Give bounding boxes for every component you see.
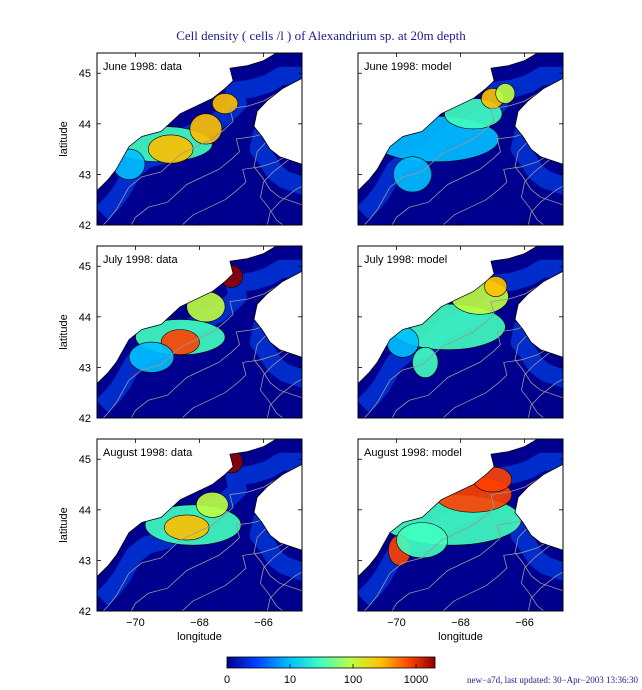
depth-contour: [442, 153, 563, 225]
map-panel: July 1998: model: [357, 245, 564, 419]
panel-label: July 1998: data: [103, 254, 178, 266]
depth-contour: [102, 286, 302, 418]
bloom-region: [164, 514, 210, 541]
bloom-region: [189, 113, 223, 145]
nova-scotia-land: [514, 77, 563, 165]
x-tick-label: −70: [126, 617, 145, 629]
x-tick-label: −68: [190, 617, 209, 629]
x-tick-label: −66: [515, 617, 534, 629]
depth-contour: [181, 153, 302, 225]
depth-contour: [391, 509, 563, 611]
nova-scotia-land: [253, 270, 302, 358]
bloom-region: [212, 93, 239, 115]
depth-contour: [391, 123, 563, 225]
depth-contour: [130, 316, 302, 418]
depth-contour: [363, 479, 563, 611]
map-panel: August 1998: model −70 −68 −66 longitude: [357, 438, 564, 643]
y-axis-label: latitude: [58, 507, 70, 542]
panel-label: June 1998: model: [364, 61, 451, 73]
colorbar-ticks: 0 10 100 1000: [224, 664, 428, 686]
colorbar-tick-label: 100: [344, 674, 362, 686]
y-tick-label: 45: [79, 454, 91, 466]
depth-contour: [130, 123, 302, 225]
nova-scotia-land: [253, 77, 302, 165]
y-tick-label: 43: [79, 169, 91, 181]
depth-contour: [181, 346, 302, 418]
nova-scotia-land: [514, 463, 563, 551]
panel-label: August 1998: data: [103, 447, 193, 459]
figure-title: Cell density ( cells /l ) of Alexandrium…: [176, 28, 466, 43]
bloom-region: [160, 329, 200, 356]
panel-label: June 1998: data: [103, 61, 183, 73]
panel-label: August 1998: model: [364, 447, 462, 459]
y-tick-label: 44: [79, 119, 91, 131]
y-tick-label: 45: [79, 68, 91, 80]
x-tick-label: −66: [254, 617, 273, 629]
nova-scotia-land: [514, 270, 563, 358]
depth-contour: [442, 346, 563, 418]
map-panel: June 1998: model: [357, 52, 564, 226]
nova-scotia-land: [253, 463, 302, 551]
colorbar: 0 10 100 1000: [224, 656, 436, 686]
bloom-region: [128, 341, 175, 373]
y-axis-label: latitude: [58, 121, 70, 156]
y-tick-label: 45: [79, 261, 91, 273]
y-tick-label: 42: [79, 220, 91, 232]
colorbar-tick-label: 10: [284, 674, 296, 686]
bloom-region: [148, 134, 194, 164]
x-axis-label: longitude: [177, 631, 222, 643]
colorbar-tick-label: 1000: [404, 674, 428, 686]
shelf-band: [97, 452, 302, 606]
depth-contour: [442, 539, 563, 611]
y-tick-label: 42: [79, 413, 91, 425]
y-tick-label: 44: [79, 505, 91, 517]
panel-label: July 1998: model: [364, 254, 447, 266]
depth-contour: [102, 479, 302, 611]
x-axis-label: longitude: [438, 631, 483, 643]
map-panel: August 1998: data 42 43 44 45 −70 −68 −66 latitu…: [58, 438, 303, 643]
y-tick-label: 43: [79, 362, 91, 374]
x-tick-label: −68: [451, 617, 470, 629]
bloom-region: [196, 491, 229, 518]
bloom-region: [484, 276, 508, 297]
colorbar-tick-label: 0: [224, 674, 230, 686]
x-tick-label: −70: [387, 617, 406, 629]
bloom-region: [396, 522, 449, 559]
y-tick-label: 42: [79, 606, 91, 618]
map-panel: June 1998: data 42 43 44 45 latitude: [58, 52, 303, 232]
map-panel: July 1998: data 42 43 44 45 latitude: [58, 245, 303, 425]
depth-contour: [130, 509, 302, 611]
y-tick-label: 43: [79, 555, 91, 567]
y-axis-label: latitude: [58, 314, 70, 349]
depth-contour: [391, 316, 563, 418]
colorbar-gradient: [226, 656, 436, 669]
footer-timestamp: new−a7d, last updated: 30−Apr−2003 13:36…: [467, 675, 638, 685]
bloom-region: [495, 83, 516, 104]
depth-contour: [181, 539, 302, 611]
y-tick-label: 44: [79, 312, 91, 324]
depth-contour: [363, 93, 563, 225]
depth-contour: [102, 93, 302, 225]
depth-contour: [363, 286, 563, 418]
